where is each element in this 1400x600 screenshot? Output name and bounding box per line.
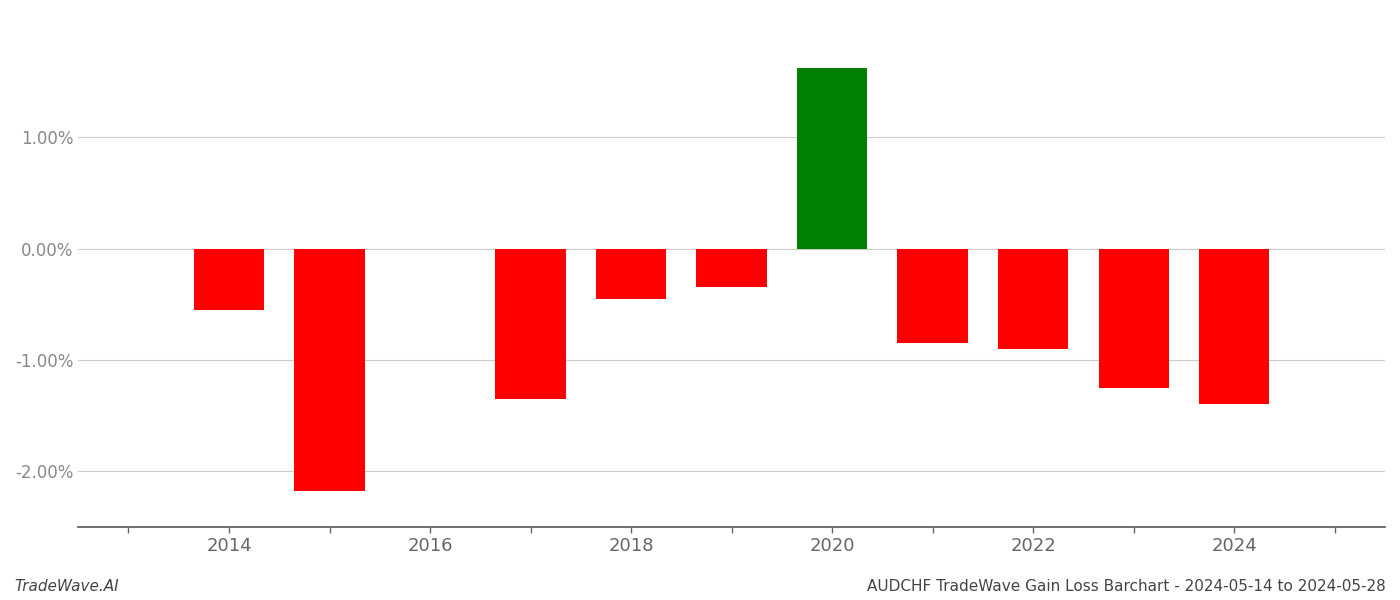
Bar	[897, 248, 967, 343]
Text: AUDCHF TradeWave Gain Loss Barchart - 2024-05-14 to 2024-05-28: AUDCHF TradeWave Gain Loss Barchart - 20…	[867, 579, 1386, 594]
Bar	[1099, 248, 1169, 388]
Bar	[998, 248, 1068, 349]
Bar	[696, 248, 767, 287]
Bar	[496, 248, 566, 398]
Bar	[294, 248, 365, 491]
Bar	[797, 68, 868, 248]
Bar	[1198, 248, 1270, 404]
Bar	[596, 248, 666, 299]
Text: TradeWave.AI: TradeWave.AI	[14, 579, 119, 594]
Bar	[193, 248, 265, 310]
